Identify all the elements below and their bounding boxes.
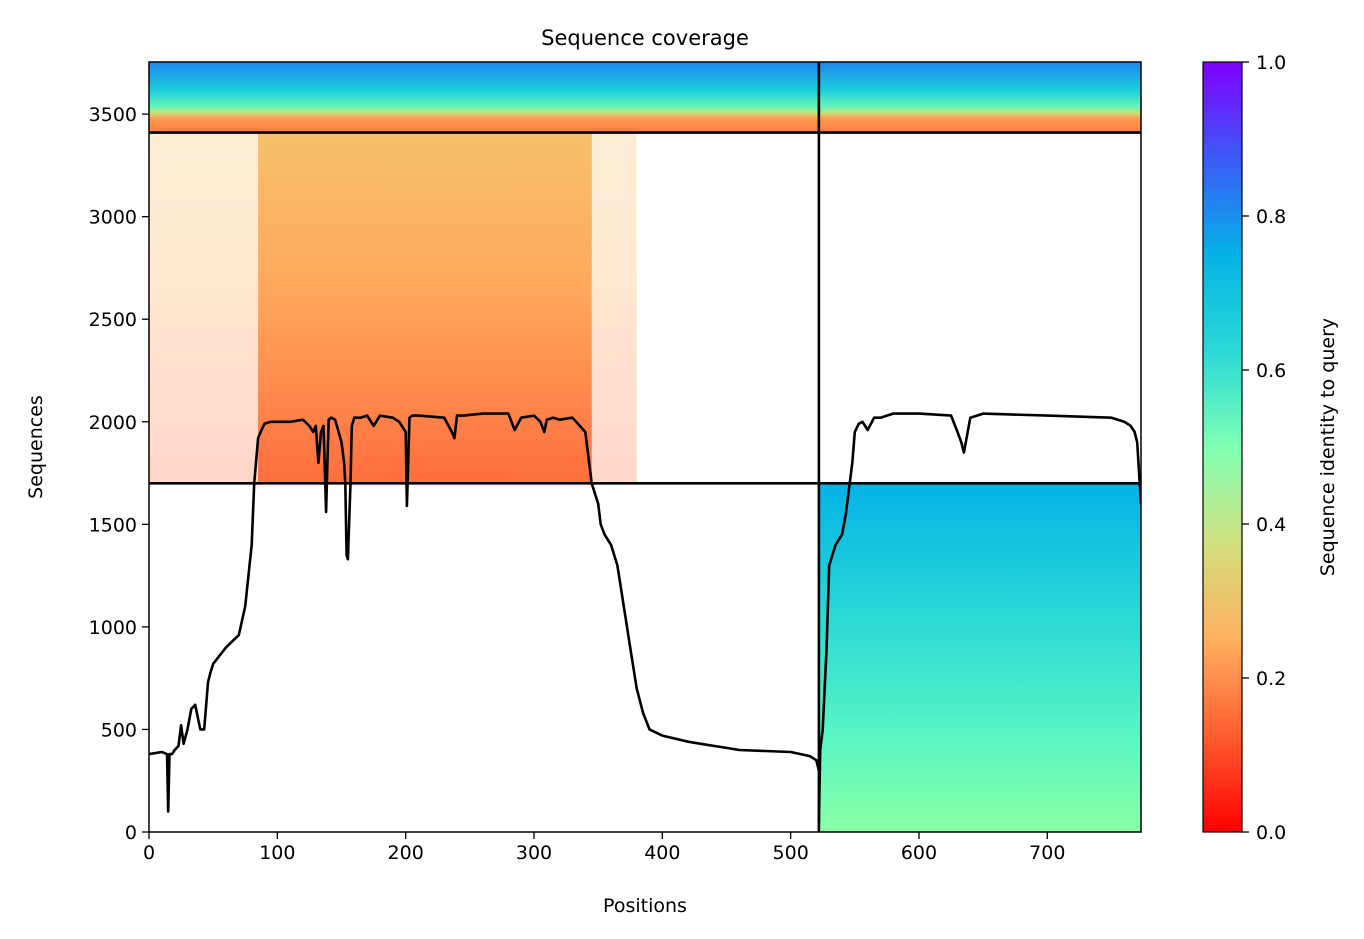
x-tick-label: 700 bbox=[1029, 842, 1065, 864]
x-tick-label: 0 bbox=[143, 842, 155, 864]
coverage-line bbox=[817, 412, 1141, 822]
x-tick-label: 600 bbox=[901, 842, 937, 864]
x-tick-label: 500 bbox=[773, 842, 809, 864]
coverage-block bbox=[818, 62, 1141, 133]
colorbar bbox=[1202, 61, 1243, 833]
y-tick-label: 500 bbox=[101, 719, 137, 741]
y-tick-label: 2000 bbox=[89, 412, 137, 434]
coverage-block bbox=[818, 483, 1141, 832]
colorbar-tick-label: 0.4 bbox=[1256, 514, 1286, 536]
coverage-block bbox=[149, 62, 819, 133]
colorbar-tick-label: 0.6 bbox=[1256, 360, 1286, 382]
chart-title: Sequence coverage bbox=[541, 26, 749, 50]
x-tick-label: 100 bbox=[259, 842, 295, 864]
x-axis-label: Positions bbox=[603, 895, 687, 917]
coverage-line bbox=[149, 412, 821, 813]
colorbar-tick-label: 0.2 bbox=[1256, 668, 1286, 690]
x-tick-label: 200 bbox=[388, 842, 424, 864]
plot-area bbox=[149, 62, 1141, 832]
coverage-block bbox=[258, 132, 592, 484]
y-axis-label: Sequences bbox=[25, 395, 47, 499]
colorbar-tick-label: 0.8 bbox=[1256, 206, 1286, 228]
colorbar-tick-label: 1.0 bbox=[1256, 52, 1286, 74]
y-tick-label: 0 bbox=[125, 822, 137, 844]
y-tick-label: 3500 bbox=[89, 104, 137, 126]
y-tick-label: 1500 bbox=[89, 514, 137, 536]
x-tick-label: 400 bbox=[644, 842, 680, 864]
x-tick-label: 300 bbox=[516, 842, 552, 864]
y-tick-label: 3000 bbox=[89, 207, 137, 229]
plot-frame bbox=[148, 61, 1142, 833]
colorbar-label: Sequence identity to query bbox=[1317, 318, 1339, 576]
colorbar-tick-label: 0.0 bbox=[1256, 822, 1286, 844]
y-tick-label: 1000 bbox=[89, 617, 137, 639]
y-tick-label: 2500 bbox=[89, 309, 137, 331]
